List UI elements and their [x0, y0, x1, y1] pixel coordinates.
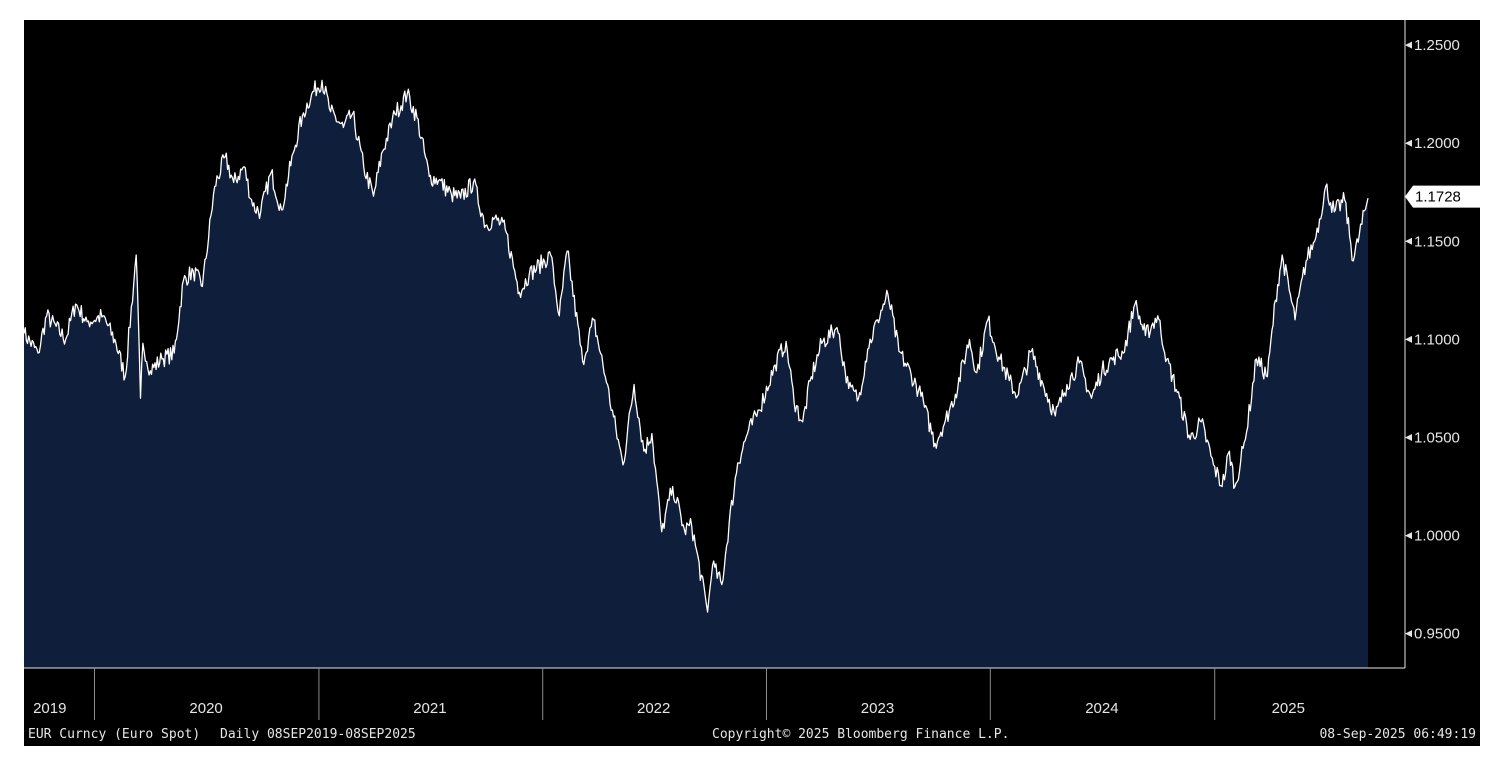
timestamp-label: 08-Sep-2025 06:49:19: [1319, 727, 1476, 742]
y-tick: [1405, 335, 1412, 343]
chart-panel: 1.2500 1.2000 1.1500 1.1000 1.0500 1.0000 0.95…: [24, 20, 1480, 746]
y-tick: [1405, 630, 1412, 638]
last-value-marker: 1.1728: [1405, 185, 1480, 208]
y-tick-label: 1.0500: [1414, 429, 1460, 446]
x-tick-label: 2021: [413, 700, 446, 717]
last-value-tag-shape: [1405, 185, 1480, 208]
x-tick-label: 2022: [637, 700, 670, 717]
x-tick-label: 2024: [1085, 700, 1118, 717]
y-tick-label: 1.1500: [1414, 233, 1460, 250]
plot-area: [24, 79, 1369, 668]
y-tick-label: 1.2500: [1414, 37, 1460, 54]
y-tick-label: 1.1000: [1414, 331, 1460, 348]
y-axis: 1.2500 1.2000 1.1500 1.1000 1.0500 1.0000 0.95…: [1404, 20, 1460, 668]
ticker-label: EUR Curncy (Euro Spot) Daily 08SEP2019-0…: [28, 727, 416, 742]
eur-price-chart: 1.2500 1.2000 1.1500 1.1000 1.0500 1.0000 0.95…: [24, 20, 1480, 742]
copyright-label: Copyright© 2025 Bloomberg Finance L.P.: [712, 727, 1009, 742]
x-tick-label: 2023: [861, 700, 894, 717]
y-tick: [1405, 237, 1412, 245]
price-line: [24, 79, 1369, 613]
ticker-name: EUR Curncy (Euro Spot): [28, 727, 200, 742]
y-tick: [1405, 532, 1412, 540]
y-tick-label: 0.9500: [1414, 626, 1460, 643]
y-tick: [1405, 41, 1412, 49]
x-tick-label: 2020: [189, 700, 222, 717]
x-axis: 2019 2020 2021 2022 2023 2024 2025: [24, 667, 1405, 720]
y-tick: [1405, 139, 1412, 147]
footer: EUR Curncy (Euro Spot) Daily 08SEP2019-0…: [28, 727, 1476, 742]
x-tick-label: 2019: [33, 700, 66, 717]
x-tick-label: 2025: [1272, 700, 1305, 717]
y-tick-label: 1.2000: [1414, 135, 1460, 152]
last-value-label: 1.1728: [1415, 189, 1461, 206]
y-tick: [1405, 433, 1412, 441]
y-tick-label: 1.0000: [1414, 528, 1460, 545]
period-label: Daily 08SEP2019-08SEP2025: [220, 727, 416, 742]
area-fill: [24, 80, 1368, 668]
